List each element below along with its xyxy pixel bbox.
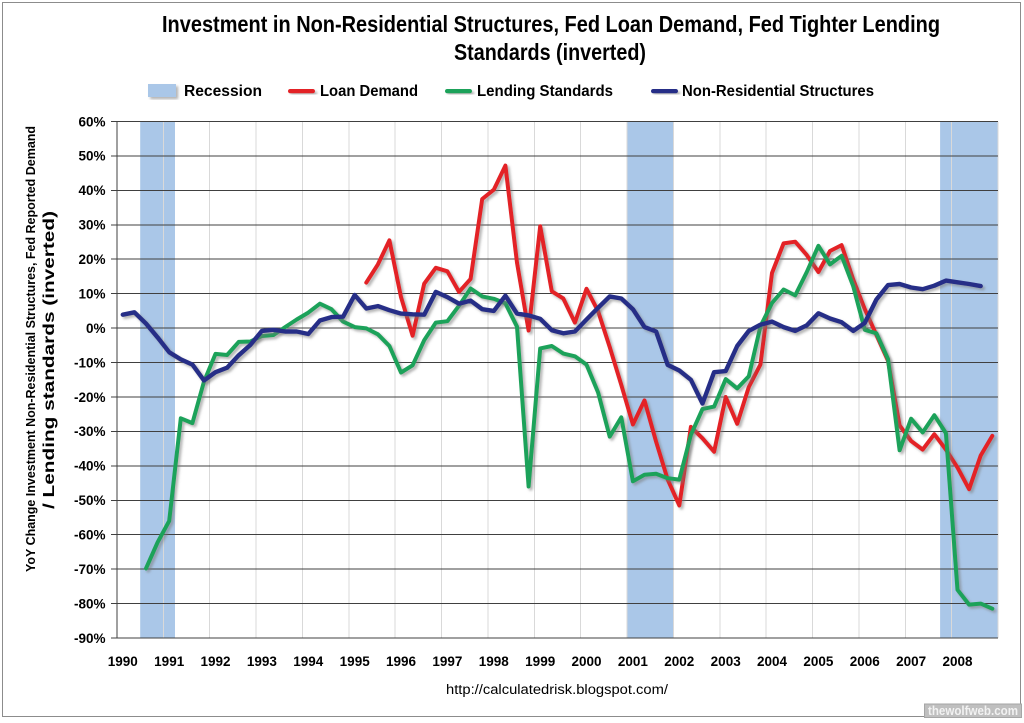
svg-text:1994: 1994	[293, 654, 324, 669]
svg-text:1998: 1998	[479, 654, 510, 669]
svg-text:2001: 2001	[618, 654, 649, 669]
svg-text:-20%: -20%	[74, 390, 106, 405]
svg-text:Lending Standards: Lending Standards	[477, 83, 613, 100]
svg-text:Loan Demand: Loan Demand	[320, 83, 418, 100]
svg-text:1990: 1990	[108, 654, 138, 669]
svg-text:1991: 1991	[154, 654, 185, 669]
svg-text:2008: 2008	[942, 654, 973, 669]
svg-text:1999: 1999	[525, 654, 555, 669]
svg-text:-80%: -80%	[74, 596, 106, 611]
svg-text:2002: 2002	[664, 654, 694, 669]
svg-text:50%: 50%	[78, 149, 105, 164]
svg-text:1992: 1992	[200, 654, 230, 669]
svg-text:-70%: -70%	[74, 562, 106, 577]
svg-text:60%: 60%	[78, 114, 105, 129]
svg-text:http://calculatedrisk.blogspot: http://calculatedrisk.blogspot.com/	[446, 682, 668, 697]
svg-text:-50%: -50%	[74, 493, 106, 508]
svg-text:1993: 1993	[247, 654, 278, 669]
svg-text:-60%: -60%	[74, 528, 106, 543]
svg-text:Recession: Recession	[184, 83, 262, 100]
svg-text:-10%: -10%	[74, 355, 106, 370]
svg-text:-40%: -40%	[74, 459, 106, 474]
svg-text:YoY Change Investment Non-Resi: YoY Change Investment Non-Residential St…	[24, 126, 38, 572]
svg-text:Non-Residential Structures: Non-Residential Structures	[682, 83, 874, 100]
svg-text:1995: 1995	[340, 654, 371, 669]
svg-text:2007: 2007	[896, 654, 926, 669]
svg-text:Investment in Non-Residential: Investment in Non-Residential Structures…	[162, 12, 940, 37]
svg-text:2004: 2004	[757, 654, 788, 669]
svg-text:Standards (inverted): Standards (inverted)	[454, 40, 646, 65]
svg-text:2006: 2006	[850, 654, 881, 669]
svg-text:2000: 2000	[571, 654, 601, 669]
svg-text:10%: 10%	[78, 287, 105, 302]
svg-text:30%: 30%	[78, 218, 105, 233]
svg-text:-30%: -30%	[74, 424, 106, 439]
svg-text:/ Lending standards (inverted): / Lending standards (inverted)	[41, 211, 58, 509]
svg-text:thewolfweb.com: thewolfweb.com	[928, 704, 1018, 718]
svg-text:-90%: -90%	[74, 631, 106, 646]
svg-text:20%: 20%	[78, 252, 105, 267]
svg-text:1996: 1996	[386, 654, 417, 669]
svg-text:40%: 40%	[78, 183, 105, 198]
svg-text:2005: 2005	[803, 654, 834, 669]
svg-text:0%: 0%	[86, 321, 106, 336]
svg-text:1997: 1997	[432, 654, 462, 669]
svg-text:2003: 2003	[711, 654, 742, 669]
